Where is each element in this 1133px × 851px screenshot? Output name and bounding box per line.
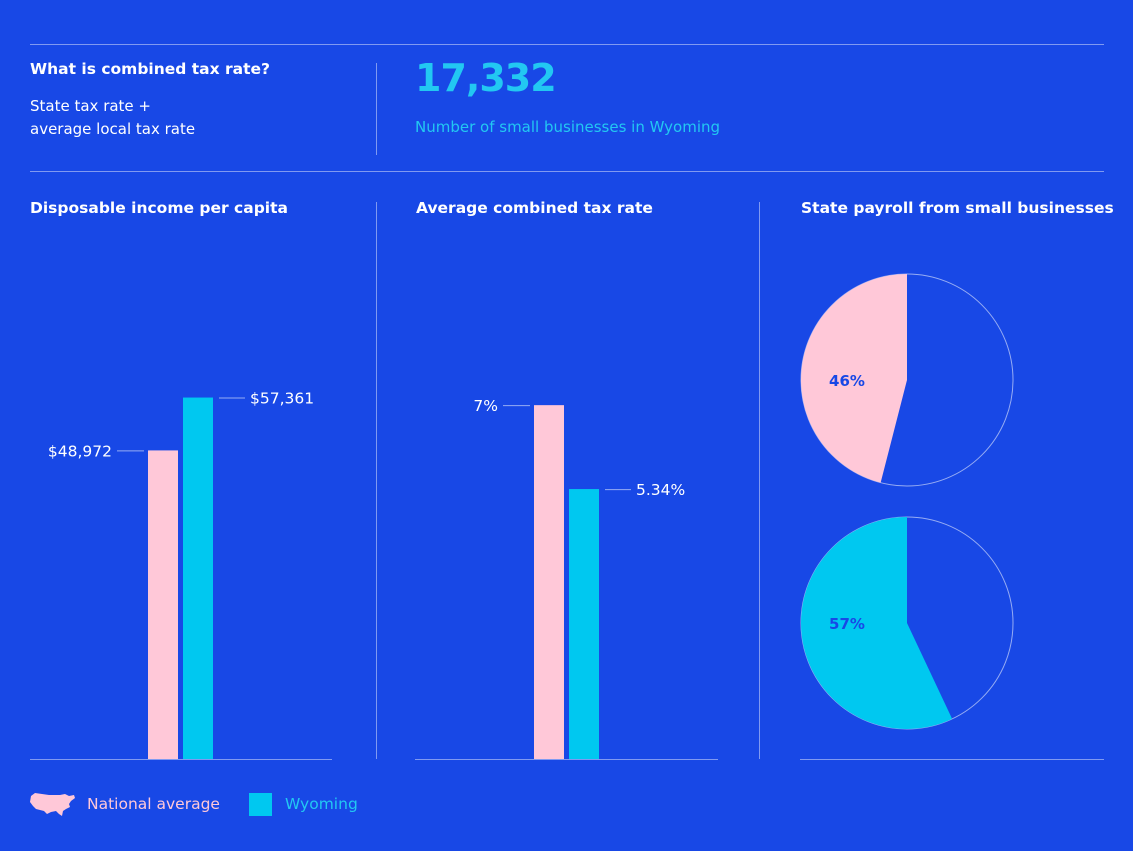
- legend-wyoming-label: Wyoming: [285, 795, 358, 813]
- pie-wyoming: 57%: [800, 516, 1014, 730]
- pie-slice-wyoming: [801, 517, 953, 729]
- income-data-label-0: $48,972: [48, 442, 112, 460]
- tax-bar-national: [534, 405, 564, 759]
- legend-national-label: National average: [87, 795, 220, 813]
- panel-divider-2: [759, 202, 760, 759]
- pie-label-1: 57%: [829, 615, 865, 633]
- definition-title: What is combined tax rate?: [30, 60, 271, 78]
- income-data-label-1: $57,361: [250, 390, 314, 408]
- pie-slice-national: [800, 273, 907, 483]
- top-divider: [30, 44, 1104, 45]
- tax-bar-wyoming: [569, 489, 599, 759]
- pie-national: 46%: [800, 273, 1014, 487]
- definition-body: State tax rate + average local tax rate: [30, 95, 330, 141]
- tax-data-label-1: 5.34%: [636, 481, 685, 499]
- tax-chart-title: Average combined tax rate: [416, 199, 653, 217]
- stat-number: 17,332: [415, 56, 557, 100]
- pie-label-0: 46%: [829, 372, 865, 390]
- panel-divider-1: [376, 202, 377, 759]
- definition-line-2: average local tax rate: [30, 120, 196, 138]
- section-divider: [30, 171, 1104, 172]
- us-map-icon: [30, 793, 75, 816]
- payroll-chart-title: State payroll from small businesses: [801, 199, 1114, 217]
- definition-line-1: State tax rate +: [30, 97, 151, 115]
- stat-label: Number of small businesses in Wyoming: [415, 118, 721, 136]
- income-bar-national: [148, 450, 178, 759]
- square-swatch-icon: [249, 793, 272, 816]
- tax-data-label-0: 7%: [473, 397, 498, 415]
- income-bar-wyoming: [183, 397, 213, 759]
- header-divider: [376, 63, 377, 155]
- income-chart-title: Disposable income per capita: [30, 199, 288, 217]
